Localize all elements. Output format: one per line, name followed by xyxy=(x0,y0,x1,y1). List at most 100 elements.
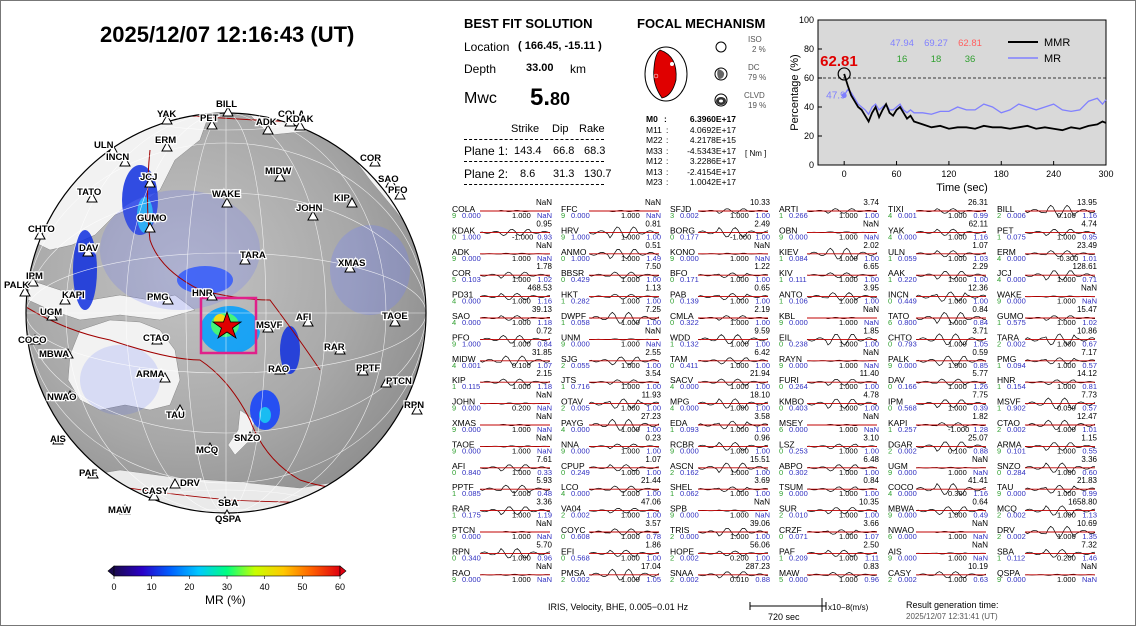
station-mr: 1.49 xyxy=(646,254,661,263)
station-top-value: 1.78 xyxy=(536,262,552,271)
station-layer: YAK BILL COLA PET ADK KDAK ULN ERM INCN JCJ MIDW CO… xyxy=(3,98,426,527)
station-cell: TIXI 26.31 4 0.001 1.000 0.99 xyxy=(888,198,989,220)
station-label: PFO xyxy=(388,185,408,196)
station-mid: 1.000 xyxy=(462,232,481,241)
station-num: 1 xyxy=(779,297,783,306)
station-mr: 0.84 xyxy=(537,339,552,348)
station-num: 0 xyxy=(452,553,456,562)
station-cell: PAYG 27.23 4 0.000 1.000 1.00 xyxy=(561,412,662,434)
station-marker xyxy=(162,293,174,305)
station-mid: 0.177 xyxy=(680,232,699,241)
station-mid: 0.000 xyxy=(789,361,808,370)
station-top-value: 14.12 xyxy=(1077,369,1098,378)
station-mid: 0.002 xyxy=(898,575,917,584)
station-mr: 1.00 xyxy=(755,404,770,413)
station-top-value: 0.64 xyxy=(972,498,988,507)
station-num: 9 xyxy=(452,446,456,455)
station-mid: 0.568 xyxy=(571,553,590,562)
waveform-observed xyxy=(588,293,660,300)
station-marker xyxy=(222,105,234,117)
station-mr: 1.07 xyxy=(537,361,552,370)
station-num: 1 xyxy=(670,339,674,348)
station-mr: 0.71 xyxy=(1082,275,1097,284)
station-mr: 1.00 xyxy=(755,468,770,477)
station-mid: 0.800 xyxy=(898,318,917,327)
station-mr: 1.00 xyxy=(864,468,879,477)
station-code: TRIS xyxy=(670,525,690,535)
station-mid: 0.002 xyxy=(1007,339,1026,348)
station-code: NNA xyxy=(561,439,579,449)
station-top-value: 21.83 xyxy=(1077,476,1098,485)
station-marker xyxy=(29,333,41,345)
station-marker xyxy=(46,309,58,321)
y-tick-label: 100 xyxy=(799,15,814,25)
station-num: 2 xyxy=(670,575,674,584)
waveform-observed xyxy=(1024,484,1096,494)
station-cell: UGM NaN 9 0.000 1.000 NaN xyxy=(888,455,988,477)
station-top-value: 15.51 xyxy=(750,455,771,464)
station-mr: 1.00 xyxy=(755,211,770,220)
station-code: XMAS xyxy=(452,418,476,428)
station-top-value: 7.25 xyxy=(645,305,661,314)
station-label: ADK xyxy=(256,117,277,128)
station-mid: 0.000 xyxy=(680,404,699,413)
waveform-observed xyxy=(915,422,987,428)
station-code: MSVF xyxy=(997,397,1021,407)
station-mid: 0.568 xyxy=(898,404,917,413)
station-code: ERM xyxy=(997,247,1016,257)
station-one: 1.000 xyxy=(621,382,640,391)
station-cell: CMLA 2.19 0 0.322 1.000 1.00 xyxy=(670,305,771,327)
mmr-start-marker xyxy=(837,67,851,81)
station-mr: 1.00 xyxy=(755,553,770,562)
station-mid: 0.000 xyxy=(571,446,590,455)
station-marker xyxy=(62,347,74,359)
station-mid: 0.282 xyxy=(571,297,590,306)
station-mr: NaN xyxy=(646,339,661,348)
station-top-value: 1.82 xyxy=(972,412,988,421)
station-num: 1 xyxy=(670,489,674,498)
station-one: 1.000 xyxy=(839,382,858,391)
station-top-value: 3.71 xyxy=(972,326,988,335)
station-one: 1.000 xyxy=(1057,275,1076,284)
station-one: 1.000 xyxy=(730,382,749,391)
station-num: 9 xyxy=(997,575,1001,584)
station-code: RAO xyxy=(452,568,471,578)
station-one: 1.000 xyxy=(839,232,858,241)
station-mr: 0.99 xyxy=(973,211,988,220)
tensor-key: M13 xyxy=(646,166,663,177)
station-mid: 0.103 xyxy=(462,275,481,284)
station-top-value: 2.50 xyxy=(863,540,879,549)
depth-value: 33.00 xyxy=(526,62,554,74)
station-mr: 1.16 xyxy=(973,232,988,241)
station-top-value: 3.57 xyxy=(645,519,661,528)
station-marker xyxy=(119,503,131,515)
station-code: RCBR xyxy=(670,439,694,449)
station-one: 1.000 xyxy=(1057,425,1076,434)
station-cell: COLA NaN 9 0.000 1.000 NaN xyxy=(452,198,552,220)
station-top-value: 3.74 xyxy=(863,198,879,207)
station-top-value: NaN xyxy=(863,305,879,314)
station-mr: 1.00 xyxy=(646,404,661,413)
tensor-key: M12 xyxy=(646,156,663,166)
station-num: 0 xyxy=(561,275,565,284)
station-cell: ARTI 3.74 1 0.266 1.000 1.00 xyxy=(779,198,880,220)
colorbar-tick-label: 60 xyxy=(335,582,345,592)
station-mr: NaN xyxy=(973,553,988,562)
colorbar-tick-label: 50 xyxy=(297,582,307,592)
station-code: LSZ xyxy=(779,439,795,449)
mr-start-marker xyxy=(841,93,847,99)
station-mid: 0.000 xyxy=(1007,254,1026,263)
station-code: IPM xyxy=(888,397,903,407)
station-mr: 0.84 xyxy=(973,318,988,327)
station-label: KAPI xyxy=(62,290,85,301)
station-code: ULN xyxy=(888,247,905,257)
station-mid: 0.002 xyxy=(898,446,917,455)
station-mid: 0.000 xyxy=(680,532,699,541)
time-scale-label: 720 sec xyxy=(768,612,800,622)
station-num: 0 xyxy=(670,275,674,284)
station-cell: WDD 9.59 1 0.132 1.000 1.00 xyxy=(670,326,771,348)
station-mr: 0.39 xyxy=(973,404,988,413)
station-mr: 1.00 xyxy=(755,489,770,498)
station-mid: 0.000 xyxy=(898,553,917,562)
station-cell: YAK 62.11 4 0.000 1.000 1.16 xyxy=(888,219,989,241)
